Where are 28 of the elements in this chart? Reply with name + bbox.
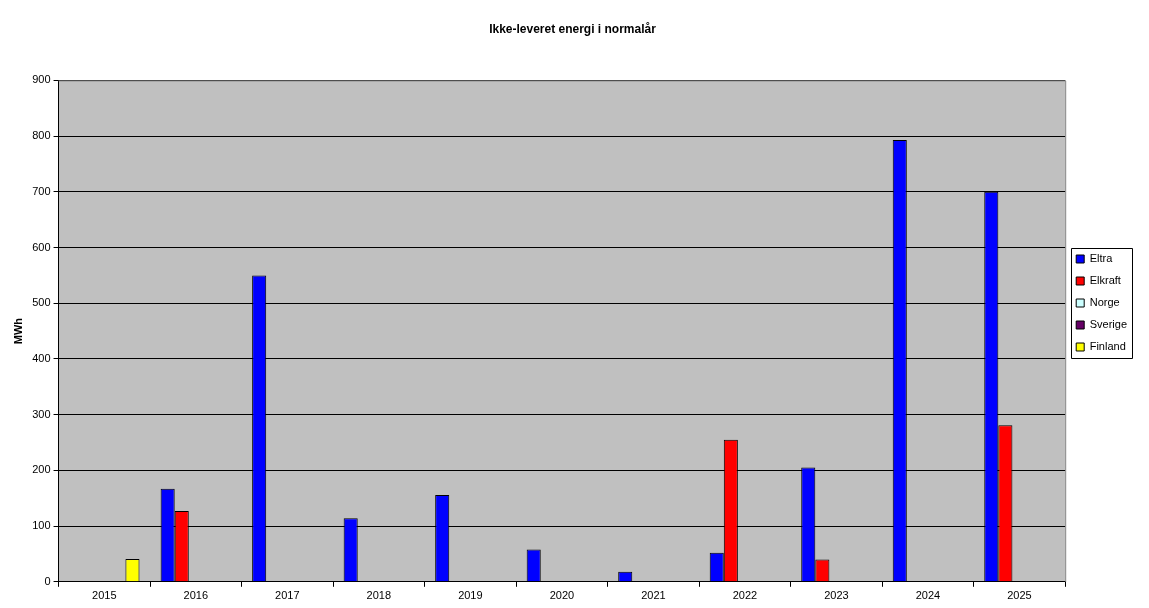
legend-label: Sverige — [1089, 318, 1127, 331]
x-tick-label: 2019 — [458, 589, 483, 602]
legend-label: Norge — [1089, 296, 1120, 309]
y-tick-label: 100 — [32, 519, 51, 532]
legend-label: Eltra — [1089, 252, 1114, 265]
y-axis-title: MWh — [11, 317, 24, 345]
x-tick-label: 2018 — [366, 589, 392, 602]
legend-label: Finland — [1089, 340, 1126, 353]
x-tick-label: 2015 — [92, 589, 117, 602]
x-tick-label: 2024 — [915, 589, 941, 602]
x-tick-label: 2023 — [824, 589, 849, 602]
x-tick-label: 2021 — [641, 589, 666, 602]
x-tick-label: 2025 — [1007, 589, 1032, 602]
y-tick-label: 200 — [32, 463, 51, 476]
y-tick-label: 300 — [32, 407, 51, 420]
y-tick-label: 0 — [44, 574, 51, 587]
y-tick-label: 900 — [32, 73, 51, 86]
x-tick-label: 2016 — [183, 589, 209, 602]
y-tick-label: 700 — [32, 184, 51, 197]
legend-label: Elkraft — [1089, 274, 1121, 287]
y-tick-label: 600 — [32, 240, 51, 253]
y-tick-label: 500 — [32, 296, 51, 309]
y-tick-label: 400 — [32, 351, 51, 364]
x-tick-label: 2017 — [275, 589, 300, 602]
y-tick-label: 800 — [32, 129, 51, 142]
chart-title: Ikke-leveret energi i normalår — [489, 21, 657, 36]
x-tick-label: 2020 — [549, 589, 575, 602]
x-tick-label: 2022 — [732, 589, 758, 602]
